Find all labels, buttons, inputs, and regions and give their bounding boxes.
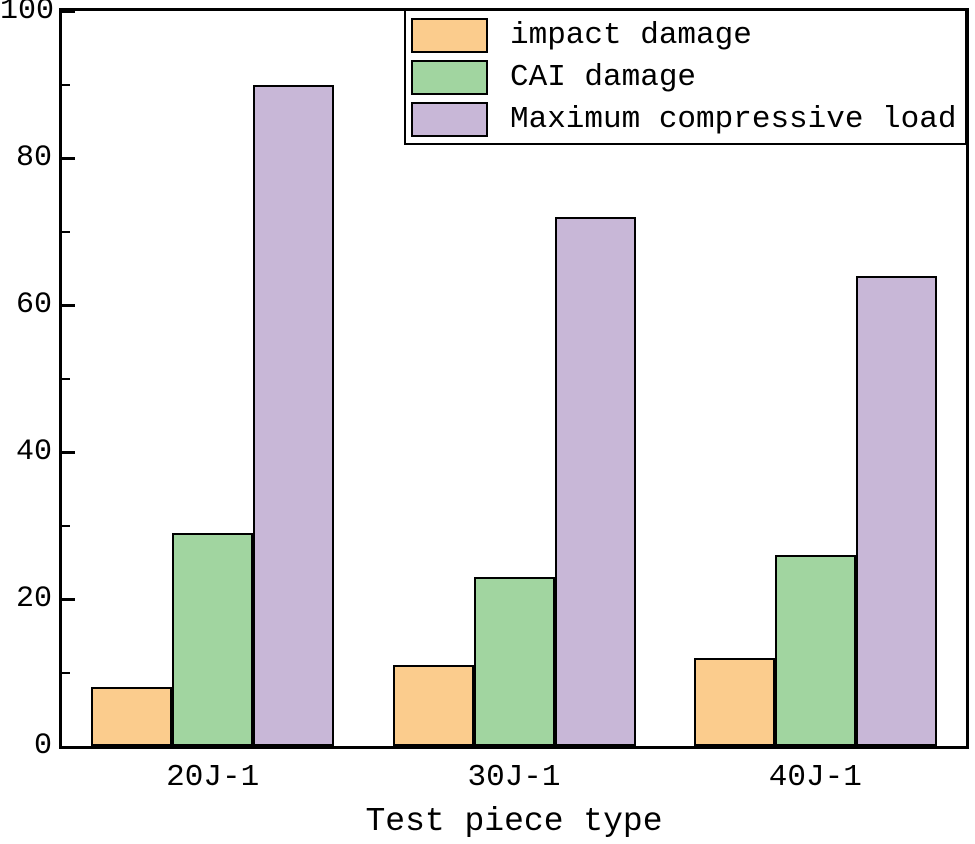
legend: impact damage CAI damage Maximum compres…: [404, 9, 967, 145]
y-axis-tick-label: 0: [33, 729, 52, 763]
y-axis-major-tick: [62, 450, 75, 454]
legend-row-impact-damage: impact damage: [406, 18, 965, 60]
y-axis-major-tick: [62, 9, 75, 13]
bar-impact-damage-20J-1: [91, 687, 173, 746]
x-axis-title: Test piece type: [365, 803, 663, 840]
bar-cai-damage-40J-1: [774, 554, 856, 746]
y-axis-tick-label: 80: [15, 141, 52, 175]
y-axis-major-tick: [62, 597, 75, 601]
legend-label-cai-damage: CAI damage: [510, 60, 697, 95]
x-axis-tick-label-20J-1: 20J-1: [166, 760, 260, 795]
y-axis-minor-tick: [62, 83, 70, 86]
y-axis-tick-label: 60: [15, 288, 52, 322]
y-axis-minor-tick: [62, 524, 70, 527]
x-axis-tick-label-30J-1: 30J-1: [467, 760, 561, 795]
legend-label-impact-damage: impact damage: [510, 18, 752, 53]
bar-cai-damage-30J-1: [473, 577, 555, 746]
legend-swatch-maximum-compressive-load-icon: [411, 102, 488, 137]
y-axis-tick-label: 20: [15, 582, 52, 616]
bar-impact-damage-30J-1: [392, 665, 474, 746]
y-axis-major-tick: [62, 303, 75, 307]
bar-maximum-compressive-load-40J-1: [855, 275, 937, 746]
legend-swatch-cai-damage-icon: [411, 60, 488, 95]
y-axis-tick-label: 100: [0, 0, 55, 28]
legend-label-maximum-compressive-load: Maximum compressive load: [510, 102, 957, 137]
legend-swatch-impact-damage-icon: [411, 18, 488, 53]
legend-row-maximum-compressive-load: Maximum compressive load: [406, 102, 965, 144]
legend-row-cai-damage: CAI damage: [406, 60, 965, 102]
bar-cai-damage-20J-1: [172, 532, 254, 746]
y-axis-minor-tick: [62, 230, 70, 233]
y-axis-major-tick: [62, 156, 75, 160]
y-axis-minor-tick: [62, 377, 70, 380]
y-axis-tick-label: 40: [15, 435, 52, 469]
x-axis-tick-label-40J-1: 40J-1: [768, 760, 862, 795]
y-axis-minor-tick: [62, 671, 70, 674]
bar-maximum-compressive-load-30J-1: [554, 216, 636, 746]
bar-maximum-compressive-load-20J-1: [253, 84, 335, 746]
bar-impact-damage-40J-1: [693, 657, 775, 746]
